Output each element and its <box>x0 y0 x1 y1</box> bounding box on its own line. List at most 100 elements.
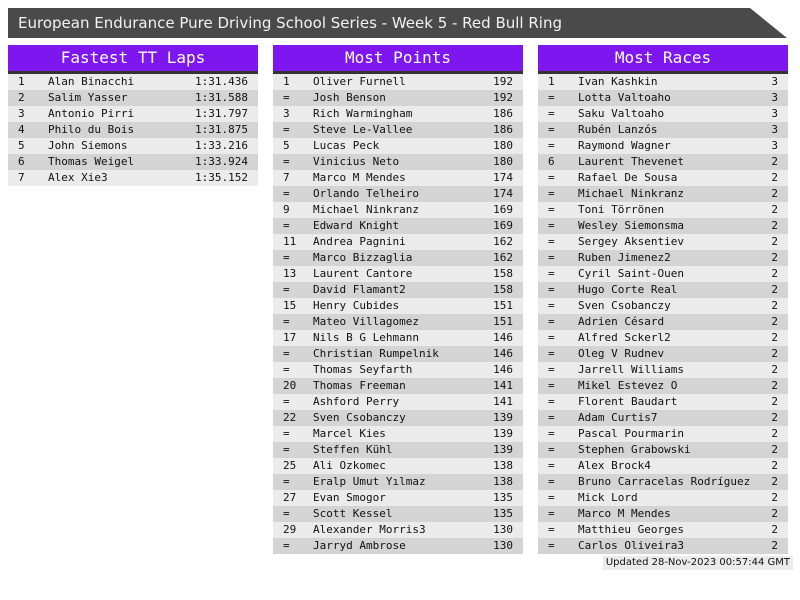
name-cell: Ruben Jimenez2 <box>578 251 671 264</box>
table-row: = Adrien Césard 2 <box>538 314 788 330</box>
value-cell: 2 <box>771 283 778 296</box>
rank-cell: = <box>548 539 555 552</box>
rank-cell: = <box>283 219 290 232</box>
rank-cell: 6 <box>18 155 25 168</box>
rank-cell: = <box>548 315 555 328</box>
table-row: 6 Thomas Weigel 1:33.924 <box>8 154 258 170</box>
value-cell: 2 <box>771 171 778 184</box>
name-cell: Mick Lord <box>578 491 638 504</box>
name-cell: Oleg V Rudnev <box>578 347 665 360</box>
value-cell: 162 <box>493 235 513 248</box>
table-row: = Wesley Siemonsma 2 <box>538 218 788 234</box>
value-cell: 2 <box>771 411 778 424</box>
updated-timestamp: Updated 28-Nov-2023 00:57:44 GMT <box>602 556 793 570</box>
table-row: 29 Alexander Morris3 130 <box>273 522 523 538</box>
name-cell: Cyril Saint-Ouen <box>578 267 684 280</box>
name-cell: Antonio Pirri <box>48 107 135 120</box>
rank-cell: = <box>548 123 555 136</box>
name-cell: Sven Csobanczy <box>313 411 406 424</box>
rank-cell: = <box>548 443 555 456</box>
rank-cell: 15 <box>283 299 297 312</box>
value-cell: 2 <box>771 251 778 264</box>
table-row: 5 John Siemons 1:33.216 <box>8 138 258 154</box>
name-cell: Edward Knight <box>313 219 400 232</box>
value-cell: 130 <box>493 523 513 536</box>
rank-cell: 7 <box>283 171 290 184</box>
table-row: = Eralp Umut Yılmaz 138 <box>273 474 523 490</box>
value-cell: 2 <box>771 363 778 376</box>
table-row: = Rafael De Sousa 2 <box>538 170 788 186</box>
value-cell: 2 <box>771 331 778 344</box>
rank-cell: = <box>283 539 290 552</box>
rank-cell: = <box>548 347 555 360</box>
value-cell: 186 <box>493 107 513 120</box>
table-row: = Sergey Aksentiev 2 <box>538 234 788 250</box>
table-row: 6 Laurent Thevenet 2 <box>538 154 788 170</box>
leaderboard-most-points: Most Points 1 Oliver Furnell 192 = Josh Bens… <box>273 45 523 554</box>
name-cell: Salim Yasser <box>48 91 128 104</box>
rank-cell: 1 <box>283 75 290 88</box>
rank-cell: 13 <box>283 267 297 280</box>
value-cell: 2 <box>771 443 778 456</box>
table-row: = Marcel Kies 139 <box>273 426 523 442</box>
value-cell: 169 <box>493 219 513 232</box>
table-row: 20 Thomas Freeman 141 <box>273 378 523 394</box>
rank-cell: 5 <box>283 139 290 152</box>
value-cell: 2 <box>771 347 778 360</box>
name-cell: Jarrell Williams <box>578 363 684 376</box>
value-cell: 151 <box>493 299 513 312</box>
name-cell: Toni Törrönen <box>578 203 665 216</box>
name-cell: Michael Ninkranz <box>313 203 419 216</box>
value-cell: 2 <box>771 203 778 216</box>
table-title-most-races: Most Races <box>538 45 788 74</box>
value-cell: 3 <box>771 139 778 152</box>
table-row: = Stephen Grabowski 2 <box>538 442 788 458</box>
leaderboards: Fastest TT Laps 1 Alan Binacchi 1:31.436 2 S… <box>8 45 788 554</box>
table-row: = Ashford Perry 141 <box>273 394 523 410</box>
rank-cell: = <box>283 187 290 200</box>
table-row: 4 Philo du Bois 1:31.875 <box>8 122 258 138</box>
leaderboard-most-races: Most Races 1 Ivan Kashkin 3 = Lotta Valtoaho… <box>538 45 788 554</box>
value-cell: 2 <box>771 427 778 440</box>
value-cell: 2 <box>771 187 778 200</box>
rank-cell: = <box>283 475 290 488</box>
value-cell: 138 <box>493 459 513 472</box>
value-cell: 2 <box>771 299 778 312</box>
name-cell: Alan Binacchi <box>48 75 135 88</box>
value-cell: 3 <box>771 91 778 104</box>
value-cell: 2 <box>771 267 778 280</box>
rank-cell: = <box>548 363 555 376</box>
rank-cell: 27 <box>283 491 297 504</box>
rank-cell: 29 <box>283 523 297 536</box>
value-cell: 1:33.924 <box>195 155 248 168</box>
name-cell: Marco Bizzaglia <box>313 251 413 264</box>
name-cell: Thomas Freeman <box>313 379 406 392</box>
table-row: 22 Sven Csobanczy 139 <box>273 410 523 426</box>
value-cell: 2 <box>771 475 778 488</box>
rank-cell: = <box>283 443 290 456</box>
name-cell: Stephen Grabowski <box>578 443 691 456</box>
value-cell: 180 <box>493 139 513 152</box>
value-cell: 139 <box>493 411 513 424</box>
table-row: 15 Henry Cubides 151 <box>273 298 523 314</box>
name-cell: Lucas Peck <box>313 139 380 152</box>
rank-cell: = <box>548 91 555 104</box>
value-cell: 141 <box>493 395 513 408</box>
value-cell: 3 <box>771 123 778 136</box>
rank-cell: = <box>548 331 555 344</box>
rank-cell: 25 <box>283 459 297 472</box>
table-row: = Marco Bizzaglia 162 <box>273 250 523 266</box>
rank-cell: = <box>548 187 555 200</box>
rank-cell: 5 <box>18 139 25 152</box>
name-cell: David Flamant2 <box>313 283 406 296</box>
rank-cell: = <box>283 315 290 328</box>
rank-cell: 4 <box>18 123 25 136</box>
table-row: = Christian Rumpelnik 146 <box>273 346 523 362</box>
name-cell: Henry Cubides <box>313 299 400 312</box>
name-cell: Adrien Césard <box>578 315 665 328</box>
name-cell: Hugo Corte Real <box>578 283 678 296</box>
table-row: = Toni Törrönen 2 <box>538 202 788 218</box>
table-row: = Steffen Kühl 139 <box>273 442 523 458</box>
rank-cell: = <box>283 251 290 264</box>
rank-cell: 2 <box>18 91 25 104</box>
